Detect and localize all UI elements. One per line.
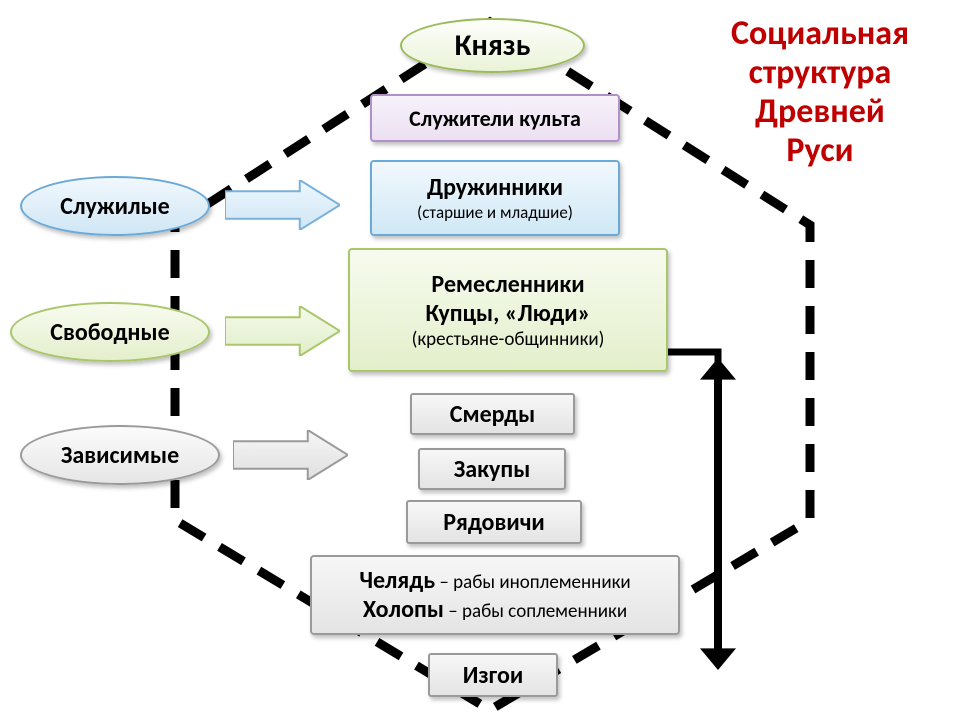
connector-line [0, 0, 960, 720]
